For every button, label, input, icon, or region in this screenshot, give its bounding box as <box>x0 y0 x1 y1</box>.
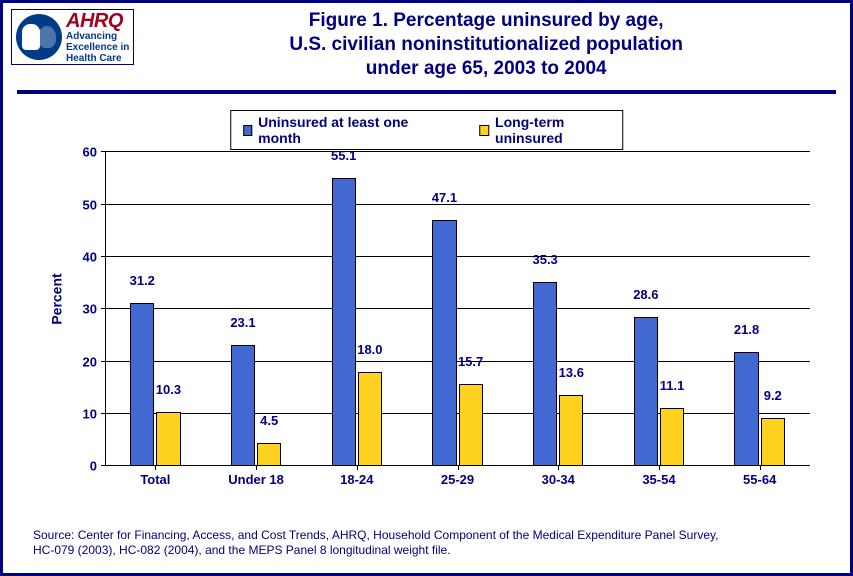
bar-value-label: 31.2 <box>130 273 155 288</box>
chart-title: Figure 1. Percentage uninsured by age, U… <box>134 9 838 80</box>
bar-value-label: 9.2 <box>764 388 782 403</box>
bar-series2 <box>761 418 785 466</box>
y-tick-label: 50 <box>69 197 97 212</box>
x-tick-label: 30-34 <box>542 472 575 487</box>
y-tick-label: 40 <box>69 249 97 264</box>
bar-series1 <box>634 317 658 467</box>
ahrq-name: AHRQ <box>66 11 129 31</box>
x-tick-label: 18-24 <box>340 472 373 487</box>
y-tick-label: 0 <box>69 459 97 474</box>
legend-label-1: Uninsured at least one month <box>258 114 420 146</box>
title-line-1: Figure 1. Percentage uninsured by age, <box>134 9 838 33</box>
bar-series1 <box>533 282 557 467</box>
chart-area: Uninsured at least one month Long-term u… <box>33 104 820 494</box>
legend-swatch-1 <box>243 125 252 136</box>
bar-series2 <box>156 412 180 466</box>
bar-group: 31.210.3Total <box>105 152 206 466</box>
bar-value-label: 15.7 <box>458 354 483 369</box>
source-line-2: HC-079 (2003), HC-082 (2004), and the ME… <box>33 543 451 557</box>
ahrq-tagline-2: Excellence in <box>66 42 129 53</box>
legend-item-2: Long-term uninsured <box>480 114 611 146</box>
y-tick-label: 10 <box>69 406 97 421</box>
ahrq-tagline-3: Health Care <box>66 53 129 64</box>
hhs-logo-icon <box>16 14 62 60</box>
x-tick <box>558 466 559 470</box>
bar-series1 <box>332 178 356 466</box>
x-tick <box>760 466 761 470</box>
bar-series2 <box>257 443 281 467</box>
ahrq-tagline-1: Advancing <box>66 31 129 42</box>
bar-series2 <box>459 384 483 466</box>
y-tick-label: 20 <box>69 354 97 369</box>
bar-value-label: 11.1 <box>660 378 685 393</box>
bar-group: 47.115.725-29 <box>407 152 508 466</box>
bar-group: 28.611.135-54 <box>609 152 710 466</box>
bar-value-label: 47.1 <box>432 190 457 205</box>
x-tick-label: Under 18 <box>228 472 284 487</box>
x-tick <box>659 466 660 470</box>
source-line-1: Source: Center for Financing, Access, an… <box>33 528 718 542</box>
bar-group: 55.118.018-24 <box>306 152 407 466</box>
bar-value-label: 55.1 <box>331 148 356 163</box>
title-line-3: under age 65, 2003 to 2004 <box>134 57 838 81</box>
legend-label-2: Long-term uninsured <box>495 114 610 146</box>
x-tick <box>357 466 358 470</box>
x-tick-label: Total <box>140 472 170 487</box>
bar-series1 <box>231 345 255 466</box>
bar-group: 21.89.255-64 <box>709 152 810 466</box>
bar-groups: 31.210.3Total23.14.5Under 1855.118.018-2… <box>105 152 810 466</box>
source-note: Source: Center for Financing, Access, an… <box>33 528 820 559</box>
bar-series1 <box>734 352 758 466</box>
title-line-2: U.S. civilian noninstitutionalized popul… <box>134 33 838 57</box>
x-tick <box>155 466 156 470</box>
bar-value-label: 10.3 <box>156 382 181 397</box>
bar-value-label: 28.6 <box>633 287 658 302</box>
x-tick-label: 25-29 <box>441 472 474 487</box>
x-tick <box>458 466 459 470</box>
plot-area: 0102030405060 31.210.3Total23.14.5Under … <box>105 152 810 466</box>
legend-item-1: Uninsured at least one month <box>243 114 420 146</box>
bar-group: 35.313.630-34 <box>508 152 609 466</box>
bar-series2 <box>660 408 684 466</box>
bar-value-label: 4.5 <box>260 413 278 428</box>
header: AHRQ Advancing Excellence in Health Care… <box>3 3 850 84</box>
header-divider <box>17 90 836 94</box>
bar-group: 23.14.5Under 18 <box>206 152 307 466</box>
legend: Uninsured at least one month Long-term u… <box>230 110 624 150</box>
bar-series2 <box>559 395 583 466</box>
bar-series2 <box>358 372 382 466</box>
ahrq-logo: AHRQ Advancing Excellence in Health Care <box>66 11 129 64</box>
figure-container: AHRQ Advancing Excellence in Health Care… <box>0 0 853 576</box>
bar-value-label: 35.3 <box>532 252 557 267</box>
y-tick-label: 60 <box>69 145 97 160</box>
bar-value-label: 13.6 <box>559 365 584 380</box>
y-tick-label: 30 <box>69 302 97 317</box>
bar-series1 <box>432 220 456 466</box>
bar-value-label: 21.8 <box>734 322 759 337</box>
logo-block: AHRQ Advancing Excellence in Health Care <box>11 9 134 65</box>
bar-value-label: 18.0 <box>357 342 382 357</box>
bar-value-label: 23.1 <box>230 315 255 330</box>
x-tick-label: 35-54 <box>642 472 675 487</box>
y-axis-label: Percent <box>49 274 65 325</box>
bar-series1 <box>130 303 154 466</box>
legend-swatch-2 <box>480 125 489 136</box>
x-tick-label: 55-64 <box>743 472 776 487</box>
x-tick <box>256 466 257 470</box>
